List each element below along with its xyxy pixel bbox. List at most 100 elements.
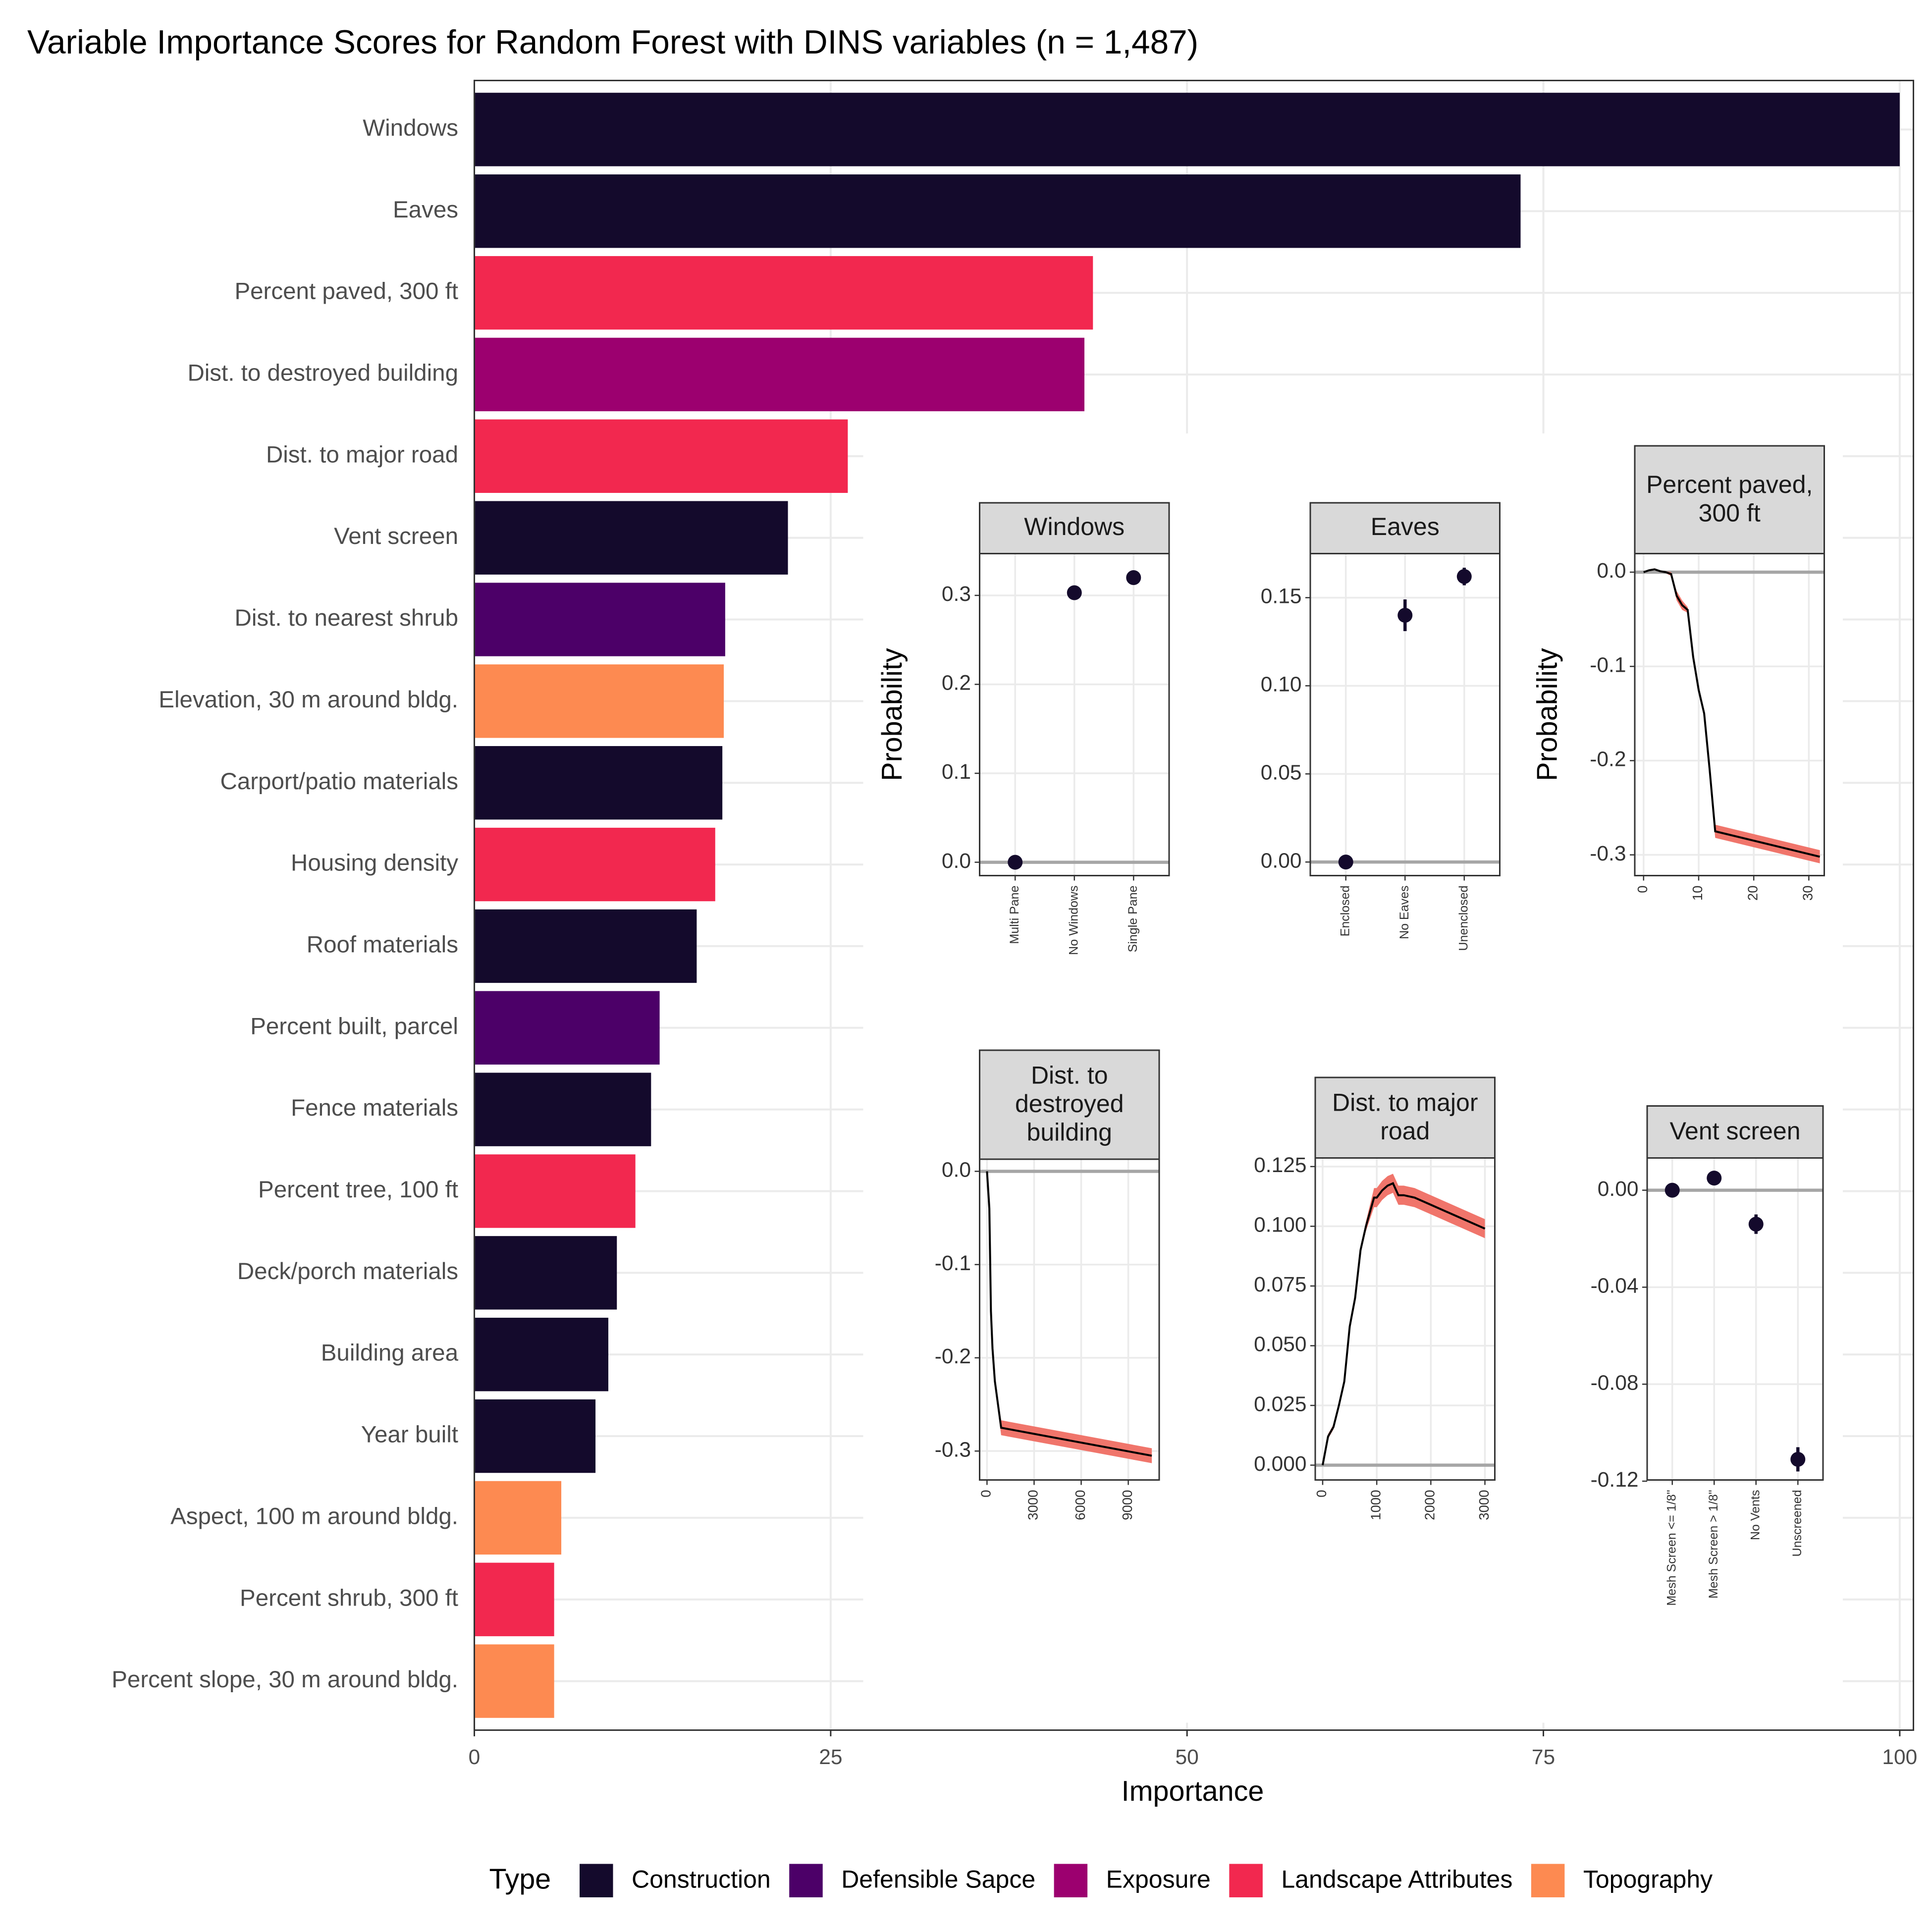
bar xyxy=(474,827,715,902)
panel-background xyxy=(1315,1158,1495,1480)
y-tick-label: -0.2 xyxy=(935,1345,971,1368)
x-tick-label: 6000 xyxy=(1073,1490,1088,1520)
y-tick-label: Percent built, parcel xyxy=(250,1013,458,1039)
strip-background xyxy=(979,1049,1160,1160)
y-tick-label: -0.1 xyxy=(1590,653,1626,677)
x-tick-label: 30 xyxy=(1800,886,1816,901)
bar xyxy=(474,1318,608,1392)
bar xyxy=(474,1481,562,1555)
bar xyxy=(474,991,660,1065)
x-tick-label: Enclosed xyxy=(1338,885,1352,936)
x-tick-label: Unscreened xyxy=(1790,1490,1804,1556)
y-tick-label: -0.04 xyxy=(1591,1275,1639,1298)
bar xyxy=(474,1644,554,1718)
point xyxy=(1338,855,1353,870)
x-tick-label: 0 xyxy=(469,1746,481,1769)
y-tick-label: Percent slope, 30 m around bldg. xyxy=(111,1666,458,1693)
y-tick-label: 0.05 xyxy=(1261,761,1302,784)
x-tick-label: 3000 xyxy=(1025,1490,1041,1520)
y-axis-label: Probability xyxy=(876,648,908,781)
y-tick-label: 0.15 xyxy=(1261,585,1302,608)
x-tick-label: Unenclosed xyxy=(1456,886,1470,951)
strip-background xyxy=(1309,502,1501,554)
legend-key xyxy=(580,1864,613,1897)
y-tick-label: 0.0 xyxy=(942,1159,971,1182)
strip-title: Vent screen xyxy=(1669,1118,1801,1145)
y-tick-label: 0.1 xyxy=(942,760,971,784)
bar xyxy=(474,93,1900,166)
y-tick-label: 0.0 xyxy=(942,850,971,873)
y-tick-label: -0.08 xyxy=(1591,1371,1639,1395)
legend-key xyxy=(789,1864,823,1897)
x-tick-label: 0 xyxy=(978,1490,994,1498)
y-tick-label: 0.2 xyxy=(942,672,971,695)
bar xyxy=(474,501,788,575)
point xyxy=(1067,585,1082,600)
x-tick-label: 3000 xyxy=(1476,1490,1492,1520)
line xyxy=(986,1171,1152,1457)
point xyxy=(1790,1451,1806,1467)
y-axis-label: Probability xyxy=(1532,648,1563,781)
legend-key xyxy=(1054,1864,1088,1897)
y-tick-label: Dist. to major road xyxy=(266,441,458,468)
bar xyxy=(474,174,1521,248)
y-tick-label: -0.12 xyxy=(1591,1468,1639,1492)
strip-title: Eaves xyxy=(1370,514,1440,541)
legend-key xyxy=(1531,1864,1565,1897)
y-tick-label: -0.1 xyxy=(935,1252,971,1275)
y-tick-label: Roof materials xyxy=(307,931,458,958)
strip: Vent screen xyxy=(1669,1118,1801,1145)
y-tick-label: -0.2 xyxy=(1590,748,1626,771)
y-tick-label: 0.050 xyxy=(1254,1333,1306,1356)
y-tick-label: Eaves xyxy=(393,197,458,223)
point xyxy=(1456,569,1472,584)
line xyxy=(1643,568,1821,858)
y-tick-label: 0.000 xyxy=(1254,1452,1306,1476)
bar xyxy=(474,746,723,820)
legend-label: Topography xyxy=(1583,1866,1713,1893)
y-tick-label: -0.3 xyxy=(1590,842,1626,865)
x-tick-label: 75 xyxy=(1532,1746,1555,1769)
y-tick-label: Year built xyxy=(361,1422,458,1448)
confidence-band xyxy=(987,1170,1152,1463)
bar xyxy=(474,1073,651,1146)
x-tick-label: 0 xyxy=(1635,886,1650,893)
strip-title: Dist. to destroyed building xyxy=(1015,1062,1124,1146)
panel-background xyxy=(1635,553,1825,876)
y-tick-label: -0.3 xyxy=(935,1438,971,1461)
bar xyxy=(474,664,724,738)
bar xyxy=(474,583,725,656)
x-tick-label: 20 xyxy=(1745,885,1760,901)
point xyxy=(1707,1171,1722,1186)
x-tick-label: 1000 xyxy=(1368,1490,1383,1520)
y-tick-label: Vent screen xyxy=(334,523,458,549)
strip: Dist. to destroyed building xyxy=(1015,1062,1124,1146)
strip-background xyxy=(1634,445,1825,554)
y-tick-label: 0.00 xyxy=(1598,1178,1639,1201)
x-tick-label: Mesh Screen <= 1/8" xyxy=(1664,1490,1678,1606)
x-tick-label: 9000 xyxy=(1120,1490,1135,1520)
y-tick-label: 0.125 xyxy=(1254,1154,1306,1177)
y-tick-label: Fence materials xyxy=(291,1095,458,1121)
panel-background xyxy=(1647,1158,1823,1480)
point xyxy=(1748,1217,1764,1232)
x-tick-label: 0 xyxy=(1314,1490,1329,1498)
x-tick-label: Multi Pane xyxy=(1008,886,1021,944)
x-tick-label: No Eaves xyxy=(1397,886,1411,939)
x-tick-label: No Windows xyxy=(1067,886,1080,955)
strip-title: Percent paved, 300 ft xyxy=(1646,471,1813,527)
bar xyxy=(474,909,697,983)
y-tick-label: Carport/patio materials xyxy=(220,768,458,795)
legend-key xyxy=(1229,1864,1263,1897)
x-tick-label: 50 xyxy=(1176,1746,1199,1769)
bar xyxy=(474,1399,596,1473)
legend-label: Construction xyxy=(632,1866,771,1893)
strip-title: Windows xyxy=(1024,514,1125,541)
point xyxy=(1397,608,1413,623)
bar xyxy=(474,1562,554,1636)
y-tick-label: Building area xyxy=(321,1340,459,1366)
strip: Dist. to major road xyxy=(1332,1089,1478,1145)
legend-title: Type xyxy=(489,1864,551,1895)
point xyxy=(1126,570,1141,585)
